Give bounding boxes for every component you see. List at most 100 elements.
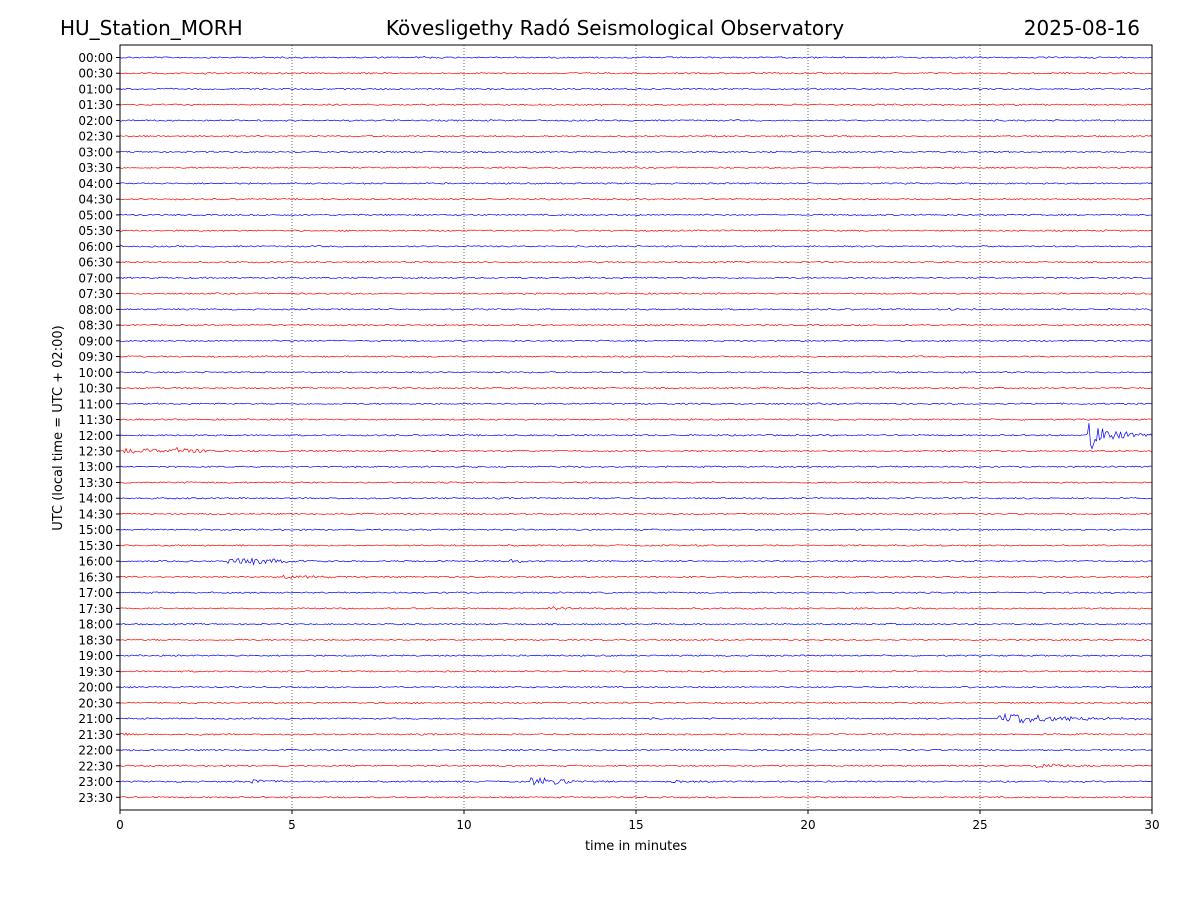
y-tick-label: 00:30: [78, 67, 113, 81]
trace-1830: [119, 638, 1153, 642]
trace-1800: [119, 622, 1153, 626]
trace-1500: [119, 528, 1153, 531]
y-tick-label: 11:30: [78, 413, 113, 427]
trace-1300: [119, 465, 1153, 469]
trace-0030: [119, 71, 1153, 75]
trace-0430: [119, 197, 1153, 201]
trace-1130: [119, 418, 1153, 421]
y-tick-label: 10:30: [78, 382, 113, 396]
trace-2100: [119, 712, 1153, 724]
trace-0330: [119, 166, 1153, 169]
x-tick-label: 25: [972, 818, 987, 832]
y-tick-label: 23:30: [78, 791, 113, 805]
vertical-gridlines: [291, 45, 981, 810]
y-tick-label: 22:00: [78, 744, 113, 758]
x-tick-label: 5: [288, 818, 296, 832]
y-tick-label: 19:30: [78, 665, 113, 679]
y-tick-label: 05:30: [78, 224, 113, 238]
y-tick-label: 08:30: [78, 319, 113, 333]
x-tick-label: 0: [116, 818, 124, 832]
x-tick-label: 30: [1144, 818, 1159, 832]
trace-1600: [119, 557, 1153, 566]
trace-0630: [119, 260, 1153, 264]
y-tick-label: 22:30: [78, 759, 113, 773]
trace-0930: [119, 355, 1153, 358]
x-tick-label: 20: [800, 818, 815, 832]
trace-0000: [119, 55, 1153, 59]
trace-0200: [119, 119, 1153, 122]
y-tick-label: 07:30: [78, 287, 113, 301]
y-tick-label: 08:00: [78, 303, 113, 317]
station-name: HU_Station_MORH: [60, 16, 243, 40]
trace-2230: [119, 763, 1153, 769]
trace-1930: [119, 670, 1153, 673]
trace-0130: [119, 103, 1153, 106]
y-axis-label: UTC (local time = UTC + 02:00): [51, 325, 66, 530]
chart-title: Kövesligethy Radó Seismological Observat…: [386, 16, 844, 40]
y-tick-label: 23:00: [78, 775, 113, 789]
y-tick-label: 17:00: [78, 586, 113, 600]
trace-1330: [119, 481, 1153, 484]
x-axis-ticks: 0 5 10 15 20 25 30: [116, 810, 1160, 832]
y-tick-label: 01:30: [78, 98, 113, 112]
trace-2000: [119, 685, 1153, 689]
y-tick-label: 04:30: [78, 193, 113, 207]
y-tick-label: 02:00: [78, 114, 113, 128]
y-tick-label: 14:00: [78, 492, 113, 506]
trace-1100: [119, 402, 1153, 406]
trace-2300: [119, 776, 1153, 786]
y-tick-label: 15:30: [78, 539, 113, 553]
y-tick-label: 06:00: [78, 240, 113, 254]
trace-0530: [119, 229, 1153, 232]
trace-1900: [119, 654, 1153, 657]
y-tick-label: 21:30: [78, 728, 113, 742]
trace-0300: [119, 150, 1153, 154]
y-tick-label: 11:00: [78, 397, 113, 411]
y-tick-label: 03:00: [78, 145, 113, 159]
trace-1430: [119, 512, 1153, 516]
trace-0100: [119, 87, 1153, 91]
trace-1700: [119, 591, 1153, 594]
trace-0830: [119, 323, 1153, 327]
y-tick-label: 18:30: [78, 633, 113, 647]
y-tick-label: 04:00: [78, 177, 113, 191]
trace-1000: [119, 371, 1153, 374]
y-tick-label: 13:00: [78, 460, 113, 474]
chart-date: 2025-08-16: [1024, 16, 1140, 40]
trace-2330: [119, 796, 1153, 799]
y-tick-label: 19:00: [78, 649, 113, 663]
y-tick-label: 01:00: [78, 82, 113, 96]
y-tick-label: 05:00: [78, 208, 113, 222]
trace-1200: [119, 423, 1153, 450]
trace-1230: [119, 446, 1153, 454]
seismic-traces: [119, 55, 1153, 799]
trace-1730: [119, 606, 1153, 611]
trace-0900: [119, 339, 1153, 343]
trace-1630: [119, 574, 1153, 580]
y-tick-label: 09:00: [78, 334, 113, 348]
trace-2130: [119, 732, 1153, 736]
y-tick-label: 13:30: [78, 476, 113, 490]
x-axis-label: time in minutes: [585, 839, 687, 854]
y-tick-label: 02:30: [78, 130, 113, 144]
y-tick-label: 07:00: [78, 271, 113, 285]
trace-0600: [119, 245, 1153, 248]
y-tick-label: 14:30: [78, 507, 113, 521]
trace-1400: [119, 496, 1153, 500]
trace-2030: [119, 701, 1153, 705]
y-tick-label: 03:30: [78, 161, 113, 175]
trace-0400: [119, 182, 1153, 185]
plot-frame: [119, 44, 1153, 811]
trace-1530: [119, 544, 1153, 547]
y-tick-label: 21:00: [78, 712, 113, 726]
y-tick-label: 18:00: [78, 618, 113, 632]
trace-0700: [119, 276, 1153, 280]
x-tick-label: 15: [628, 818, 643, 832]
y-tick-label: 15:00: [78, 523, 113, 537]
y-tick-label: 20:30: [78, 696, 113, 710]
trace-0800: [119, 307, 1153, 311]
trace-0500: [119, 213, 1153, 217]
y-tick-label: 12:30: [78, 445, 113, 459]
trace-0730: [119, 292, 1153, 295]
